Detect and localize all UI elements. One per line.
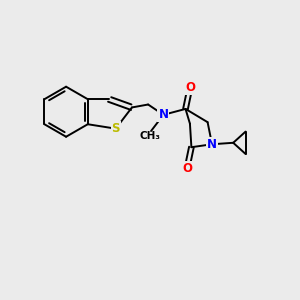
Text: O: O [182,162,192,175]
Text: O: O [185,81,195,94]
Text: S: S [112,122,120,135]
Text: N: N [207,138,217,151]
Text: CH₃: CH₃ [139,131,160,141]
Text: N: N [158,108,168,121]
